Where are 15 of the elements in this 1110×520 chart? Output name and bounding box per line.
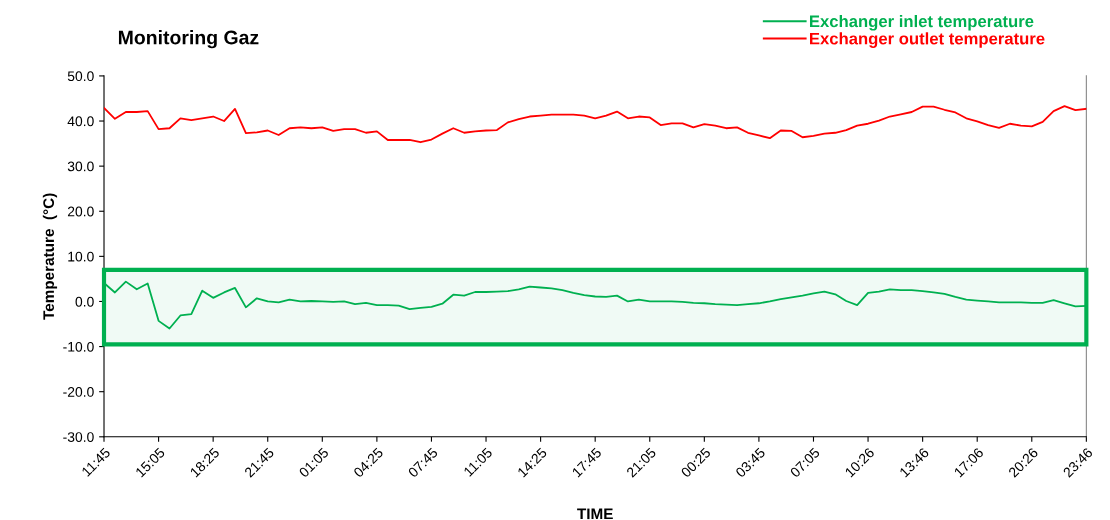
y-tick-label: -10.0 [63,341,94,352]
y-tick-label: 10.0 [68,251,94,262]
y-tick-label: 50.0 [67,71,94,82]
x-axis-title: TIME [577,508,613,520]
line-series [104,105,1087,144]
y-tick-label: 40.0 [67,116,94,127]
legend-label: Exchanger outlet temperature [810,32,1045,48]
y-tick-label: 0.0 [75,296,94,307]
chart-title: Monitoring Gaz [118,30,259,49]
y-tick-label: -20.0 [63,387,94,397]
y-tick-label: 30.0 [67,161,94,172]
y-tick-label: -30.0 [63,432,94,442]
legend-label: Exchanger inlet temperature [810,15,1034,31]
y-tick-label: 20.0 [67,206,94,217]
y-axis-title: Temperature (°C) [42,193,58,320]
